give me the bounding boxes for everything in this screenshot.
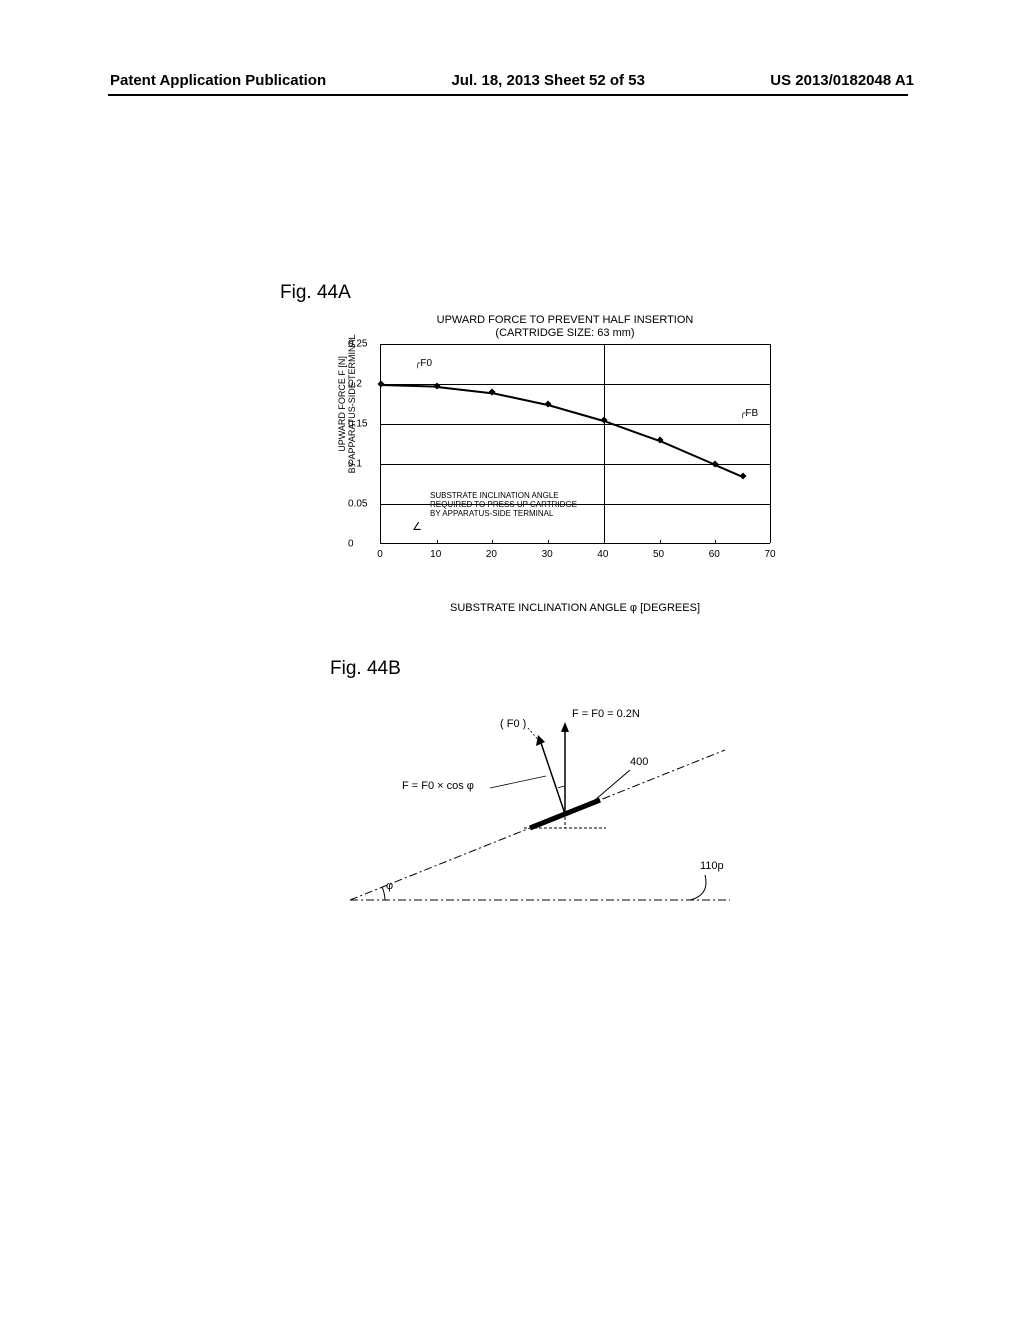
x-tick-label: 50 [653, 549, 664, 560]
header-right: US 2013/0182048 A1 [770, 72, 914, 89]
eq1-label: F = F0 = 0.2N [572, 708, 640, 720]
y-tick-label: 0.05 [348, 499, 367, 510]
curve-segment [715, 464, 743, 477]
chart-title: UPWARD FORCE TO PREVENT HALF INSERTION (… [340, 314, 790, 340]
x-tick-label: 40 [597, 549, 608, 560]
chart-note: SUBSTRATE INCLINATION ANGLE REQUIRED TO … [430, 492, 577, 518]
header-divider [108, 94, 908, 96]
x-tick [715, 540, 716, 544]
y-tick-label: 0 [348, 539, 354, 550]
header-center: Jul. 18, 2013 Sheet 52 of 53 [451, 72, 644, 89]
y-tick-label: 0.25 [348, 339, 367, 350]
phi-label: φ [386, 880, 393, 892]
y-axis-line2: BY APPARATUS-SIDE TERMINAL [347, 335, 357, 474]
curve-segment [381, 384, 437, 387]
chart-plot-area: UPWARD FORCE F [N] BY APPARATUS-SIDE TER… [300, 344, 790, 574]
curve-segment [437, 386, 493, 394]
x-tick [492, 540, 493, 544]
y-tick-label: 0.2 [348, 379, 362, 390]
header-left: Patent Application Publication [110, 72, 326, 89]
ref-110p-label: 110p [700, 860, 724, 872]
annotation-f0: ╭F0 [415, 358, 432, 369]
curve-segment [492, 392, 548, 405]
fb-line [381, 424, 770, 425]
ref-400-label: 400 [630, 756, 648, 768]
y-axis-line1: UPWARD FORCE F [N] [337, 356, 347, 452]
diagram-svg [330, 680, 770, 920]
gridline-v [604, 344, 605, 543]
figure-44a-label: Fig. 44A [280, 282, 351, 304]
annotation-fb: ╭FB [740, 408, 758, 419]
chart-44a: UPWARD FORCE TO PREVENT HALF INSERTION (… [300, 314, 790, 614]
x-tick [604, 540, 605, 544]
chart-title-line2: (CARTRIDGE SIZE: 63 mm) [495, 327, 634, 339]
x-axis-label: SUBSTRATE INCLINATION ANGLE φ [DEGREES] [360, 602, 790, 614]
x-tick [548, 540, 549, 544]
x-tick-label: 10 [430, 549, 441, 560]
curve-segment [659, 440, 715, 465]
plot-right-border [770, 344, 771, 543]
x-tick-label: 20 [486, 549, 497, 560]
x-tick [660, 540, 661, 544]
x-tick-label: 0 [377, 549, 383, 560]
y-tick-label: 0.1 [348, 459, 362, 470]
eq2-label: F = F0 × cos φ [402, 780, 474, 792]
curve-segment [548, 404, 604, 421]
x-tick [437, 540, 438, 544]
eq1-paren-label: ( F0 ) [500, 718, 526, 730]
chart-title-line1: UPWARD FORCE TO PREVENT HALF INSERTION [437, 314, 694, 326]
y-tick-label: 0.15 [348, 419, 367, 430]
figure-44b-label: Fig. 44B [330, 658, 401, 680]
note-arrow-icon: ∠ [412, 520, 422, 533]
x-tick-label: 30 [542, 549, 553, 560]
diagram-44b: F = F0 = 0.2N ( F0 ) F = F0 × cos φ 400 … [330, 680, 770, 920]
x-tick-label: 70 [764, 549, 775, 560]
x-tick-label: 60 [709, 549, 720, 560]
page-header: Patent Application Publication Jul. 18, … [0, 72, 1024, 89]
y-axis-label: UPWARD FORCE F [N] BY APPARATUS-SIDE TER… [338, 334, 358, 474]
plot-top-border [381, 344, 770, 345]
